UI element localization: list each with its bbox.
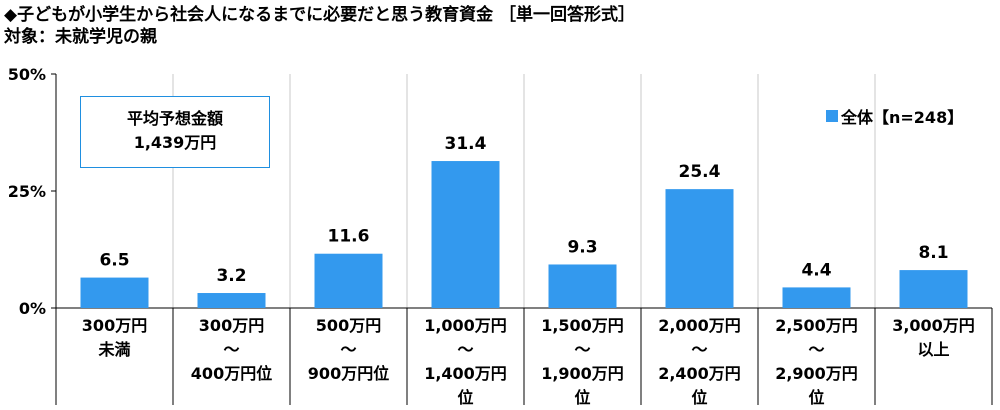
- chart-title: ◆子どもが小学生から社会人になるまでに必要だと思う教育資金 ［単一回答形式］: [4, 5, 635, 25]
- average-label: 平均予想金額: [126, 109, 223, 128]
- x-tick-label: 1,000万円: [424, 316, 507, 335]
- data-label: 8.1: [918, 243, 948, 263]
- legend-swatch: [826, 110, 838, 122]
- data-label: 6.5: [99, 251, 129, 271]
- x-tick-label: 300万円: [82, 316, 147, 335]
- x-tick-label: 位: [574, 388, 590, 407]
- x-tick-label: 位: [691, 388, 707, 407]
- x-tick-label: 2,400万円: [658, 364, 741, 383]
- x-tick-label: 2,900万円: [775, 364, 858, 383]
- data-label: 25.4: [679, 162, 721, 182]
- data-label: 9.3: [567, 237, 597, 257]
- bar: [548, 264, 617, 308]
- legend: 全体【n=248】: [826, 104, 963, 128]
- data-label: 3.2: [216, 266, 246, 286]
- bar: [80, 277, 149, 308]
- x-tick-label: 500万円: [316, 316, 381, 335]
- x-tick-label: ～: [691, 340, 707, 359]
- average-box: 平均予想金額 1,439万円: [80, 96, 270, 168]
- y-tick-label: 25%: [8, 182, 46, 201]
- x-tick-label: ～: [574, 340, 590, 359]
- bar: [197, 293, 266, 308]
- x-tick-label: 900万円位: [308, 364, 389, 383]
- average-value: 1,439万円: [133, 133, 217, 152]
- x-tick-label: 1,400万円: [424, 364, 507, 383]
- data-label: 31.4: [445, 134, 487, 154]
- x-tick-label: ～: [808, 340, 824, 359]
- bar: [782, 287, 851, 308]
- x-tick-label: 未満: [97, 340, 130, 359]
- x-tick-label: 2,000万円: [658, 316, 741, 335]
- y-tick-label: 50%: [8, 65, 46, 84]
- x-tick-label: 1,900万円: [541, 364, 624, 383]
- x-tick-label: 2,500万円: [775, 316, 858, 335]
- x-tick-label: 300万円: [199, 316, 264, 335]
- data-label: 11.6: [328, 227, 370, 247]
- x-tick-label: ～: [457, 340, 473, 359]
- bar: [665, 189, 734, 308]
- x-tick-label: ～: [223, 340, 239, 359]
- y-tick-label: 0%: [19, 299, 46, 318]
- bar: [431, 161, 500, 308]
- x-tick-label: 位: [457, 388, 473, 407]
- x-tick-label: ～: [340, 340, 356, 359]
- bar: [314, 253, 383, 308]
- x-tick-label: 400万円位: [191, 364, 272, 383]
- x-tick-label: 以上: [917, 340, 949, 359]
- legend-label: 全体【n=248】: [841, 108, 964, 127]
- x-tick-label: 位: [808, 388, 824, 407]
- chart-subtitle: 対象：未就学児の親: [4, 27, 157, 47]
- x-tick-label: 1,500万円: [541, 316, 624, 335]
- x-tick-label: 3,000万円: [892, 316, 975, 335]
- data-label: 4.4: [801, 260, 831, 280]
- bar: [899, 270, 968, 308]
